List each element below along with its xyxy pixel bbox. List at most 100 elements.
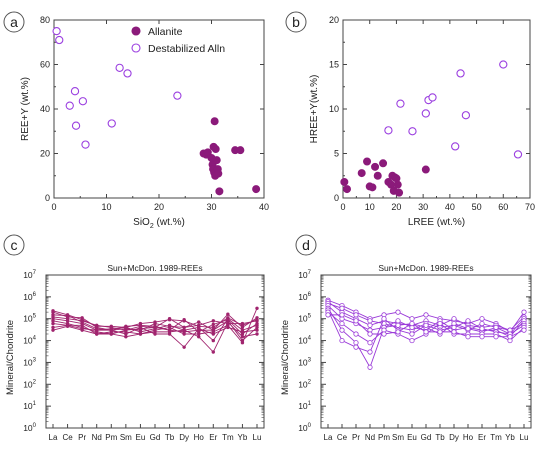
ree-point — [465, 326, 471, 332]
x-tick-label: 40 — [445, 202, 455, 212]
ree-point — [197, 335, 201, 339]
destabilized-point — [55, 35, 64, 45]
ree-point — [211, 350, 215, 354]
ree-point — [138, 332, 143, 336]
ree-point — [339, 305, 345, 311]
x-tick-label: Pr — [352, 433, 360, 442]
ree-point — [153, 330, 157, 334]
ree-point — [240, 325, 245, 330]
y-tick-label: 40 — [40, 104, 50, 114]
ree-point — [521, 309, 527, 315]
ree-point — [240, 335, 245, 339]
ree-point — [255, 325, 259, 330]
allanite-point — [357, 169, 366, 178]
x-axis-label-main: SiO — [133, 217, 150, 228]
allanite-point — [203, 148, 212, 157]
destabilized-point — [70, 87, 80, 96]
y-tick-label: 103 — [23, 357, 36, 367]
ree-point — [211, 325, 215, 330]
allanite-point — [368, 183, 377, 192]
y-tick-label: 20 — [329, 15, 339, 25]
ree-point — [211, 338, 215, 343]
y-axis-label: REE+Y (wt.%) — [20, 77, 31, 141]
x-tick-label: 60 — [498, 202, 508, 212]
x-tick-label: 30 — [418, 202, 428, 212]
ree-point — [367, 340, 373, 346]
ree-point — [51, 325, 55, 330]
x-tick-label: Pm — [105, 433, 117, 442]
allanite-point — [212, 156, 221, 165]
x-tick-label: Ce — [337, 433, 348, 442]
chart-title: Sun+McDon. 1989-REEs — [378, 263, 473, 273]
ree-point — [353, 340, 359, 346]
y-tick-exponent: 0 — [308, 423, 312, 429]
panel-label-circle — [285, 11, 307, 33]
ree-point — [138, 325, 143, 330]
ree-point — [197, 320, 201, 324]
ree-point — [124, 332, 128, 336]
y-tick-label: 20 — [40, 149, 50, 159]
x-tick-label: 10 — [365, 202, 375, 212]
ree-point — [395, 329, 401, 335]
ree-point — [240, 330, 245, 334]
y-tick-exponent: 0 — [33, 423, 37, 429]
y-tick-label: 15 — [329, 60, 339, 70]
allanite-point — [340, 177, 349, 186]
y-tick-label: 100 — [23, 423, 36, 433]
allanite-point — [343, 185, 352, 194]
ree-point — [367, 364, 373, 370]
ree-point — [367, 318, 373, 324]
ree-point — [493, 324, 499, 331]
ree-point — [226, 320, 230, 324]
ree-point — [240, 321, 245, 326]
y-tick-label: 0 — [334, 193, 339, 203]
y-tick-label: 105 — [298, 314, 311, 324]
y-tick-label: 107 — [298, 270, 311, 280]
ree-point — [409, 320, 415, 327]
y-tick-label: 5 — [334, 149, 339, 159]
ree-point — [255, 319, 259, 323]
ree-point — [353, 318, 359, 324]
y-tick-exponent: 7 — [33, 270, 37, 276]
destabilized-point — [71, 121, 81, 130]
y-tick-label: 80 — [40, 15, 50, 25]
x-tick-label: Gd — [421, 433, 432, 442]
x-tick-label: Eu — [136, 433, 146, 442]
y-tick-label: 102 — [298, 379, 311, 389]
ree-point — [197, 326, 201, 331]
y-tick-base: 10 — [298, 314, 308, 324]
ree-point — [451, 324, 457, 331]
ree-point — [124, 325, 128, 330]
ree-point — [339, 337, 345, 344]
y-tick-exponent: 1 — [308, 401, 312, 407]
y-tick-base: 10 — [23, 379, 33, 389]
y-tick-exponent: 4 — [308, 336, 312, 342]
ree-point — [409, 316, 415, 322]
y-tick-label: 100 — [298, 423, 311, 433]
ree-point — [437, 320, 443, 327]
x-tick-label: Tb — [435, 433, 445, 442]
legend-label: Allanite — [148, 26, 183, 38]
ree-point — [226, 312, 230, 316]
ree-point — [493, 334, 499, 340]
x-tick-label: Nd — [92, 433, 102, 442]
legend-label: Destabilized Alln — [148, 43, 225, 55]
y-tick-base: 10 — [298, 401, 308, 411]
y-tick-base: 10 — [23, 357, 33, 367]
y-tick-exponent: 1 — [33, 401, 37, 407]
ree-point — [367, 349, 373, 355]
allanite-point — [210, 117, 219, 126]
allanite-point — [236, 146, 245, 155]
ree-point — [479, 320, 485, 327]
destabilized-point — [384, 126, 393, 135]
y-tick-label: 102 — [23, 379, 36, 389]
destabilized-point — [78, 97, 88, 106]
ree-point — [339, 312, 345, 318]
destabilized-point — [123, 69, 132, 78]
destabilized-point — [396, 99, 405, 108]
x-axis-label: LREE (wt.%) — [408, 217, 465, 228]
y-tick-exponent: 3 — [33, 357, 37, 363]
ree-point — [109, 332, 113, 336]
destabilized-point — [499, 60, 508, 69]
